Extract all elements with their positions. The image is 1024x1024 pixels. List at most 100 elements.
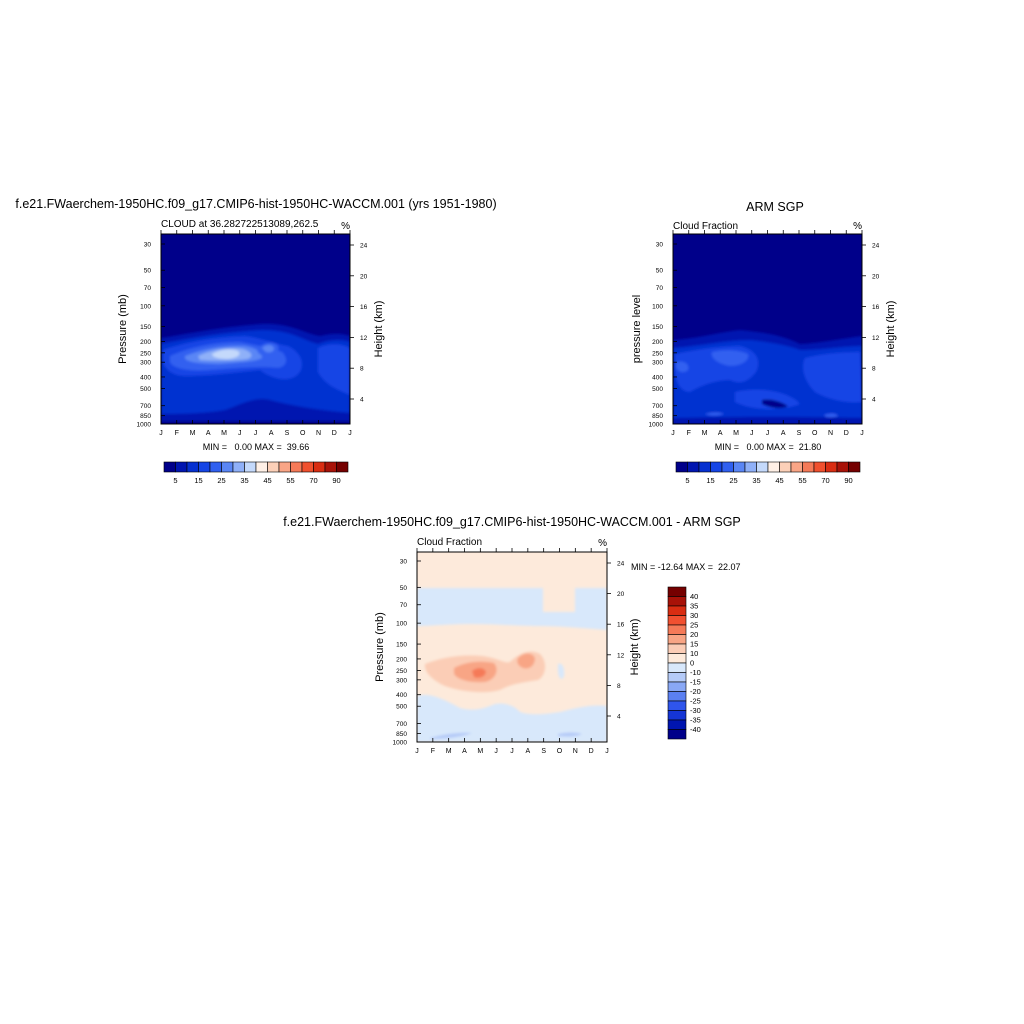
colorbar-box bbox=[209, 461, 222, 473]
contour-band bbox=[558, 663, 565, 679]
height-tick-label: 16 bbox=[617, 622, 625, 629]
x-tick-label: J bbox=[494, 748, 498, 755]
colorbar-label: 10 bbox=[690, 649, 698, 658]
panel-model-right-string: % bbox=[341, 221, 350, 232]
colorbar-box bbox=[667, 624, 687, 635]
y-tick-label: 70 bbox=[400, 602, 408, 609]
colorbar-label: 25 bbox=[690, 621, 698, 630]
x-tick-label: S bbox=[285, 430, 290, 437]
colorbar-box bbox=[667, 681, 687, 692]
colorbar-box bbox=[267, 461, 280, 473]
x-tick-label: N bbox=[573, 748, 578, 755]
panel-obs-stats: MIN = 0.00 MAX = 21.80 bbox=[715, 442, 822, 452]
x-tick-label: J bbox=[254, 430, 258, 437]
panel-diff-contours bbox=[417, 552, 607, 742]
height-tick-label: 12 bbox=[872, 335, 880, 342]
panel-diff-y-axis: 30 50 70 100 150 200 250 300 400 500 700 850 1000 bbox=[393, 559, 421, 747]
y-tick-label: 1000 bbox=[137, 422, 152, 429]
contour-band bbox=[262, 345, 274, 353]
colorbar-box bbox=[313, 461, 326, 473]
x-tick-label: M bbox=[702, 430, 708, 437]
panel-model: f.e21.FWaerchem-1950HC.f09_g17.CMIP6-his… bbox=[15, 197, 496, 485]
colorbar-label: 35 bbox=[690, 602, 698, 611]
height-tick-label: 4 bbox=[360, 397, 364, 404]
colorbar-label: 20 bbox=[690, 630, 698, 639]
panel-obs-y-axis: 30 50 70 100 150 200 250 300 400 500 700 850 1000 bbox=[649, 242, 677, 429]
colorbar-box bbox=[667, 643, 687, 654]
x-tick-label: J bbox=[510, 748, 514, 755]
y-tick-label: 400 bbox=[652, 374, 663, 381]
y-tick-label: 250 bbox=[652, 350, 663, 357]
colorbar-label: 70 bbox=[821, 476, 829, 485]
height-tick-label: 24 bbox=[617, 561, 625, 568]
y-tick-label: 150 bbox=[396, 642, 407, 649]
colorbar-label: 45 bbox=[775, 476, 783, 485]
colorbar-box bbox=[790, 461, 803, 473]
panel-diff-title: f.e21.FWaerchem-1950HC.f09_g17.CMIP6-his… bbox=[283, 515, 741, 529]
y-tick-label: 700 bbox=[652, 403, 663, 410]
colorbar-box bbox=[710, 461, 723, 473]
colorbar-box bbox=[290, 461, 303, 473]
panel-diff: f.e21.FWaerchem-1950HC.f09_g17.CMIP6-his… bbox=[283, 515, 741, 755]
x-tick-label: F bbox=[431, 748, 435, 755]
y-tick-label: 400 bbox=[396, 692, 407, 699]
colorbar-box bbox=[848, 461, 861, 473]
colorbar-box bbox=[667, 662, 687, 673]
panel-model-left-string: CLOUD at 36.282722513089,262.5 bbox=[161, 219, 319, 230]
contour-band bbox=[705, 412, 724, 416]
colorbar-box bbox=[687, 461, 700, 473]
panel-obs-ylabel: pressure level bbox=[631, 295, 643, 363]
contour-band bbox=[212, 349, 240, 359]
y-tick-label: 150 bbox=[140, 324, 151, 331]
y-tick-label: 200 bbox=[652, 339, 663, 346]
colorbar-box bbox=[744, 461, 757, 473]
colorbar-box bbox=[667, 586, 687, 597]
panel-model-colorbar: 5 15 25 35 45 55 70 90 bbox=[163, 461, 349, 485]
panel-model-y-axis: 30 50 70 100 150 200 250 300 400 500 700 850 1000 bbox=[137, 242, 165, 429]
colorbar-label: 90 bbox=[844, 476, 852, 485]
contour-band bbox=[762, 399, 788, 409]
height-tick-label: 20 bbox=[360, 273, 368, 280]
y-tick-label: 250 bbox=[396, 668, 407, 675]
colorbar-box bbox=[825, 461, 838, 473]
colorbar-label: 55 bbox=[286, 476, 294, 485]
y-tick-label: 50 bbox=[144, 268, 152, 275]
panel-obs-left-string: Cloud Fraction bbox=[673, 221, 738, 232]
colorbar-box bbox=[198, 461, 211, 473]
panel-model-title: f.e21.FWaerchem-1950HC.f09_g17.CMIP6-his… bbox=[15, 197, 496, 211]
x-tick-label: O bbox=[300, 430, 306, 437]
colorbar-label: -20 bbox=[690, 687, 701, 696]
height-tick-label: 8 bbox=[617, 683, 621, 690]
colorbar-label: -10 bbox=[690, 668, 701, 677]
colorbar-label: 0 bbox=[690, 659, 694, 668]
x-tick-label: J bbox=[348, 430, 352, 437]
colorbar-box bbox=[675, 461, 688, 473]
x-tick-label: A bbox=[525, 748, 530, 755]
height-tick-label: 24 bbox=[360, 243, 368, 250]
colorbar-box bbox=[779, 461, 792, 473]
y-tick-label: 250 bbox=[140, 350, 151, 357]
x-tick-label: J bbox=[238, 430, 242, 437]
height-tick-label: 16 bbox=[360, 304, 368, 311]
colorbar-box bbox=[667, 653, 687, 664]
colorbar-label: -25 bbox=[690, 697, 701, 706]
colorbar-box bbox=[163, 461, 176, 473]
x-tick-label: M bbox=[446, 748, 452, 755]
colorbar-label: -30 bbox=[690, 706, 701, 715]
panel-obs-ylabel-right: Height (km) bbox=[885, 301, 897, 358]
height-tick-label: 12 bbox=[360, 335, 368, 342]
height-tick-label: 20 bbox=[872, 273, 880, 280]
height-tick-label: 8 bbox=[360, 366, 364, 373]
colorbar-box bbox=[667, 634, 687, 645]
colorbar-label: 30 bbox=[690, 611, 698, 620]
x-tick-label: J bbox=[159, 430, 163, 437]
colorbar-box bbox=[733, 461, 746, 473]
panel-diff-ylabel: Pressure (mb) bbox=[374, 612, 386, 682]
contour-band bbox=[417, 694, 607, 742]
colorbar-label: 35 bbox=[752, 476, 760, 485]
colorbar-box bbox=[324, 461, 337, 473]
panel-diff-height-axis: 24 20 16 12 8 4 bbox=[607, 561, 625, 721]
